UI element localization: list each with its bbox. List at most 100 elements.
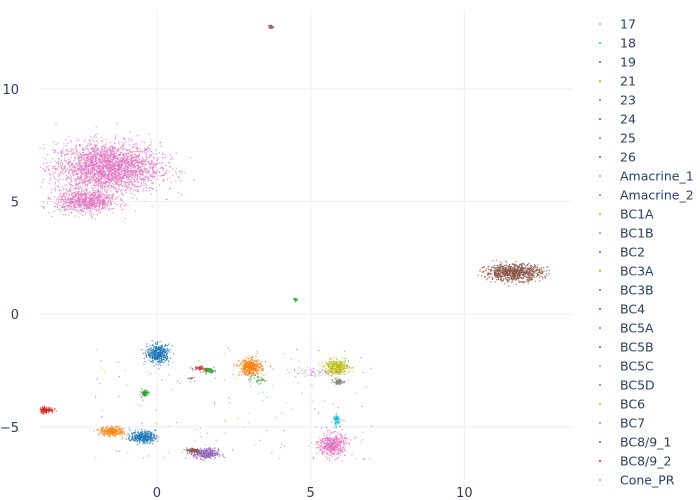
data-point xyxy=(178,170,181,173)
data-point xyxy=(499,261,501,263)
data-point xyxy=(86,157,89,159)
data-point xyxy=(134,172,136,174)
data-point xyxy=(146,146,149,149)
data-point xyxy=(128,163,130,165)
data-point xyxy=(149,345,151,347)
data-point xyxy=(159,346,161,349)
data-point xyxy=(108,161,111,163)
data-point xyxy=(149,356,152,358)
data-point xyxy=(92,180,94,182)
data-point xyxy=(120,198,122,200)
data-point xyxy=(150,347,152,349)
data-point xyxy=(107,147,109,149)
data-point xyxy=(140,162,142,164)
data-point xyxy=(511,281,513,284)
data-point xyxy=(135,171,138,173)
data-point xyxy=(67,208,69,210)
data-point xyxy=(508,280,510,283)
data-point xyxy=(160,162,162,164)
data-point xyxy=(118,165,120,167)
data-point xyxy=(94,196,97,198)
data-point xyxy=(125,192,127,194)
data-point xyxy=(495,273,497,275)
data-point xyxy=(153,161,155,163)
data-point xyxy=(143,142,146,144)
data-point xyxy=(58,174,61,177)
data-point xyxy=(71,207,73,209)
data-point xyxy=(75,193,77,195)
data-point xyxy=(181,170,184,172)
data-point xyxy=(124,167,126,169)
data-point xyxy=(175,180,177,182)
data-point xyxy=(518,273,521,276)
data-point xyxy=(155,354,157,356)
data-point xyxy=(154,353,156,355)
data-point xyxy=(124,148,126,150)
data-point xyxy=(492,266,494,268)
data-point xyxy=(526,264,529,267)
data-point xyxy=(99,151,102,153)
data-point xyxy=(95,177,97,179)
data-point xyxy=(109,155,112,158)
data-point xyxy=(108,194,111,197)
data-point xyxy=(123,172,126,175)
data-point xyxy=(74,183,76,185)
data-point xyxy=(139,162,141,164)
data-point xyxy=(257,359,259,361)
data-point xyxy=(90,152,92,154)
data-point xyxy=(110,145,112,148)
data-point xyxy=(142,170,144,173)
data-point xyxy=(514,274,516,277)
data-point xyxy=(116,188,118,190)
data-point xyxy=(121,208,123,210)
data-point xyxy=(508,264,510,267)
data-point xyxy=(81,173,83,175)
data-point xyxy=(169,348,171,351)
data-point xyxy=(90,172,92,175)
data-point xyxy=(89,152,91,155)
data-point xyxy=(152,152,155,155)
data-point xyxy=(65,174,67,176)
data-point xyxy=(144,352,146,354)
data-point xyxy=(103,145,105,147)
data-point xyxy=(524,268,526,271)
data-point xyxy=(496,274,498,276)
data-point xyxy=(93,178,95,181)
data-point xyxy=(135,156,137,158)
data-point xyxy=(149,167,152,169)
data-point xyxy=(150,180,152,182)
data-point xyxy=(134,210,136,212)
data-point xyxy=(155,163,157,166)
data-point xyxy=(544,275,546,277)
data-point xyxy=(506,281,509,283)
data-point xyxy=(133,180,135,183)
data-point xyxy=(148,147,151,150)
data-point xyxy=(113,179,115,181)
data-point xyxy=(96,178,98,180)
data-point xyxy=(73,173,76,175)
data-point xyxy=(115,171,118,173)
data-point xyxy=(60,167,62,170)
data-point xyxy=(517,277,520,280)
data-point xyxy=(104,185,106,187)
data-point xyxy=(83,162,86,164)
data-point xyxy=(89,169,92,171)
data-point xyxy=(523,267,525,269)
data-point xyxy=(128,140,131,142)
data-point xyxy=(78,188,81,190)
data-point xyxy=(77,211,79,213)
data-point xyxy=(107,169,110,171)
data-point xyxy=(137,158,140,160)
data-point xyxy=(137,151,139,153)
data-point xyxy=(65,169,67,171)
data-point xyxy=(162,153,164,156)
data-point xyxy=(114,160,116,162)
data-point xyxy=(157,364,160,366)
data-point xyxy=(100,180,102,183)
data-point xyxy=(55,199,58,201)
data-point xyxy=(146,149,148,151)
data-point xyxy=(43,169,46,171)
data-point xyxy=(75,148,77,150)
data-point xyxy=(78,139,80,141)
data-point xyxy=(138,173,141,175)
